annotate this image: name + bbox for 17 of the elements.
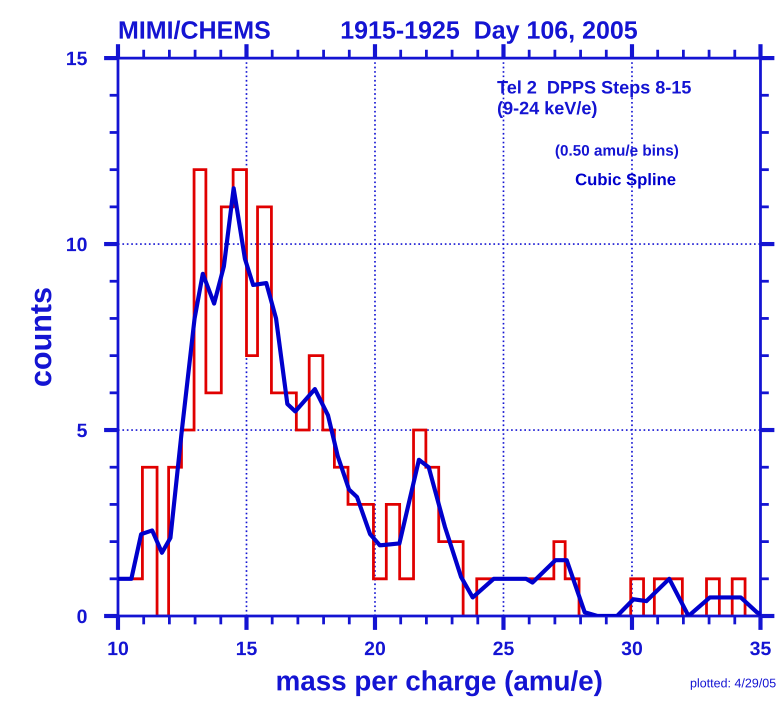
x-tick-label: 20 <box>364 642 386 656</box>
annotation: (0.50 amu/e bins) <box>556 144 678 159</box>
chart-title: MIMI/CHEMS 1915-1925 Day 106, 2005 <box>120 20 637 44</box>
x-tick-label: 15 <box>236 642 257 656</box>
text: Cubic Spline <box>576 173 676 189</box>
y-axis-title: counts <box>31 288 52 386</box>
y-tick-label: 10 <box>67 238 87 252</box>
x-axis-title: mass per charge (amu/e) <box>277 670 602 696</box>
y-tick-label: 15 <box>67 52 87 66</box>
x-tick-label: 30 <box>622 642 642 656</box>
y-tick-label: 0 <box>77 609 87 624</box>
text: plotted: 4/29/05 <box>690 678 776 690</box>
y-tick-label: 5 <box>77 424 87 438</box>
x-tick-label: 35 <box>750 642 771 656</box>
x-tick-label: 10 <box>108 642 128 656</box>
x-tick-label: 25 <box>493 642 514 656</box>
annotation: Tel 2 DPPS Steps 8-15 (9-24 keV/e) <box>497 80 691 118</box>
